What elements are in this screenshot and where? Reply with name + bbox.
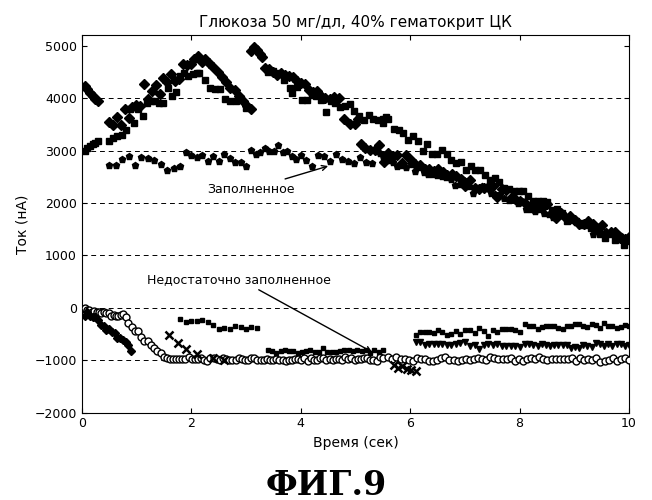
Text: ФИГ.9: ФИГ.9 <box>265 469 387 500</box>
Text: Недостаточно заполненное: Недостаточно заполненное <box>147 272 371 351</box>
X-axis label: Время (сек): Время (сек) <box>312 436 398 450</box>
Y-axis label: Ток (нА): Ток (нА) <box>15 194 29 254</box>
Text: Заполненное: Заполненное <box>208 166 327 196</box>
Title: Глюкоза 50 мг/дл, 40% гематокрит ЦК: Глюкоза 50 мг/дл, 40% гематокрит ЦК <box>199 15 512 30</box>
